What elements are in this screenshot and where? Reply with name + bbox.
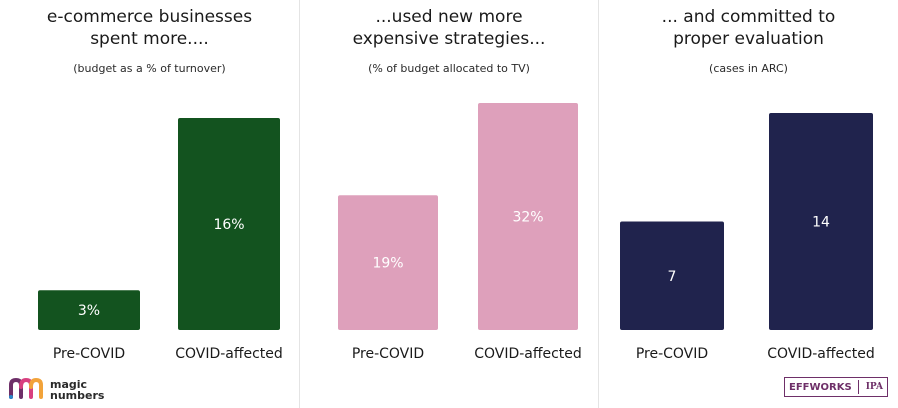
panel-subtitle: (cases in ARC) <box>709 62 788 75</box>
panel-ecommerce-budget: e-commerce businesses spent more.... (bu… <box>0 0 299 408</box>
category-label: COVID-affected <box>175 346 283 362</box>
magic-numbers-wordmark: magic numbers <box>50 379 104 401</box>
bar-chart: 7 Pre-COVID 14 COVID-affected <box>620 113 875 362</box>
bar-chart: 3% Pre-COVID 16% COVID-affected <box>38 118 283 362</box>
bar-pre-covid <box>338 195 438 330</box>
bar-pre-covid <box>38 290 140 330</box>
category-label: Pre-COVID <box>636 346 708 362</box>
magic-numbers-logo: magic numbers <box>8 376 104 404</box>
logo-separator <box>858 380 860 394</box>
panel-title-line: spent more.... <box>90 29 209 49</box>
panel-divider <box>299 0 300 408</box>
effworks-wordmark: EFFWORKS <box>789 381 852 393</box>
category-label: COVID-affected <box>767 346 875 362</box>
panel-title-line: proper evaluation <box>673 29 824 49</box>
bar-covid-affected <box>769 113 873 330</box>
effworks-logo: EFFWORKS IPA <box>784 377 888 397</box>
panel-title: ... and committed to proper evaluation <box>599 6 898 50</box>
panel-divider <box>598 0 599 408</box>
category-label: Pre-COVID <box>53 346 125 362</box>
bar-covid-affected <box>178 118 280 330</box>
bar-value-label: 19% <box>372 256 403 272</box>
bar-value-label: 16% <box>213 217 244 233</box>
bar-chart: 19% Pre-COVID 32% COVID-affected <box>338 103 582 362</box>
bar-value-label: 14 <box>812 215 830 231</box>
bar-value-label: 3% <box>78 303 100 319</box>
panel-subtitle: (% of budget allocated to TV) <box>368 62 530 75</box>
panel-title-line: ... and committed to <box>661 7 836 27</box>
panel-title-line: ...used new more <box>375 7 523 27</box>
bar-pre-covid <box>620 221 724 330</box>
magic-numbers-logo-icon <box>8 376 46 404</box>
category-label: COVID-affected <box>474 346 582 362</box>
panel-tv-budget: ...used new more expensive strategies...… <box>300 0 598 408</box>
panel-title: ...used new more expensive strategies... <box>300 6 598 50</box>
panel-title: e-commerce businesses spent more.... <box>0 6 299 50</box>
ipa-badge: IPA <box>865 382 883 392</box>
panel-arc-cases: ... and committed to proper evaluation (… <box>599 0 898 408</box>
logo-line: numbers <box>50 389 105 402</box>
bar-value-label: 32% <box>512 210 543 226</box>
category-label: Pre-COVID <box>352 346 424 362</box>
bar-covid-affected <box>478 103 578 330</box>
panel-subtitle: (budget as a % of turnover) <box>73 62 226 75</box>
panel-title-line: e-commerce businesses <box>46 7 253 27</box>
panel-title-line: expensive strategies... <box>352 29 546 49</box>
logo-line: magic <box>50 378 88 391</box>
bar-value-label: 7 <box>668 269 677 285</box>
